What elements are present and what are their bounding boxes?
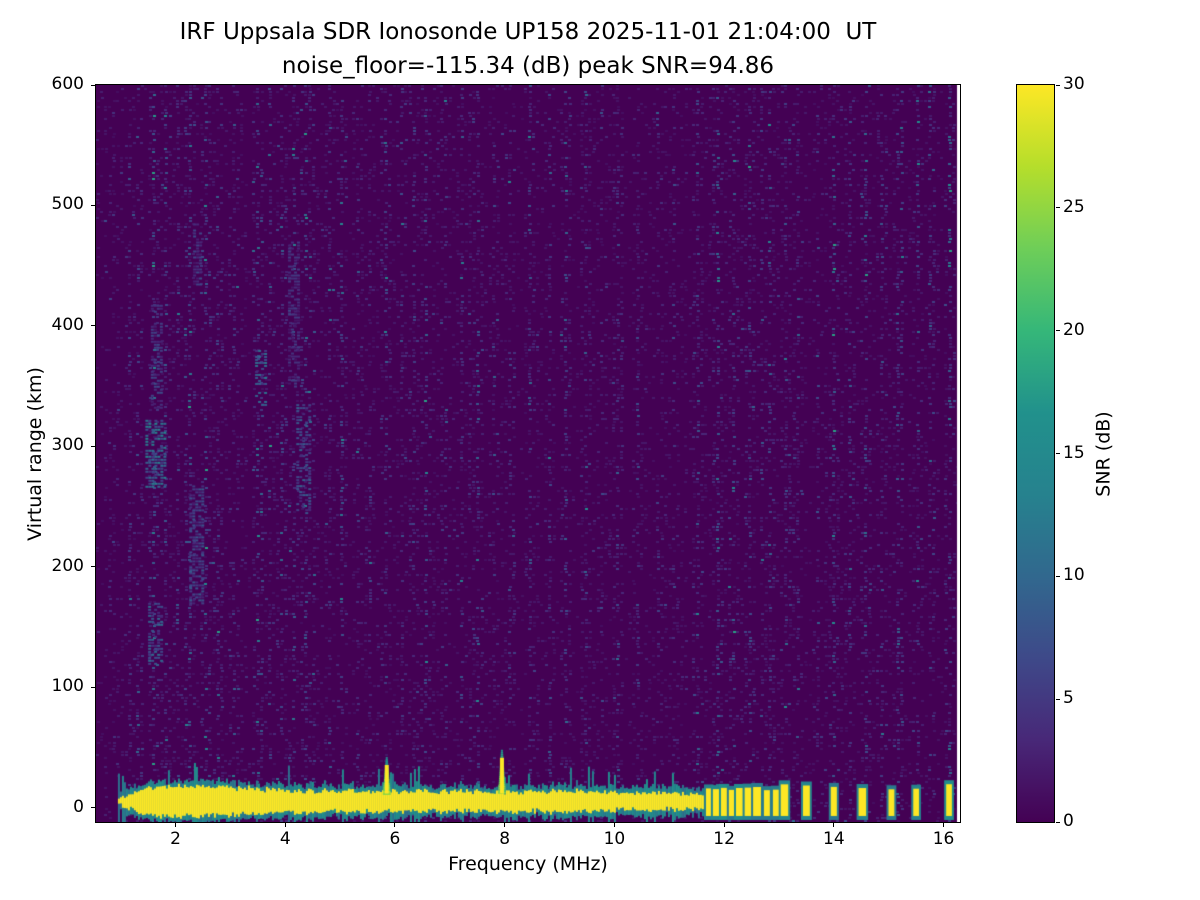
x-axis-label: Frequency (MHz) bbox=[448, 853, 608, 875]
x-tick-mark bbox=[284, 823, 286, 827]
colorbar bbox=[1016, 84, 1055, 823]
y-tick-label: 400 bbox=[51, 314, 84, 335]
y-axis-label: Virtual range (km) bbox=[24, 367, 46, 541]
y-tick-label: 500 bbox=[51, 194, 84, 215]
ionogram-heatmap-canvas bbox=[96, 85, 960, 822]
chart-subtitle: noise_floor=-115.34 (dB) peak SNR=94.86 bbox=[281, 53, 775, 79]
chart-title: IRF Uppsala SDR Ionosonde UP158 2025-11-… bbox=[179, 19, 877, 45]
colorbar-tick-mark bbox=[1056, 821, 1060, 823]
x-tick-mark bbox=[613, 823, 615, 827]
y-tick-mark bbox=[91, 807, 95, 809]
colorbar-tick-mark bbox=[1056, 575, 1060, 577]
y-tick-label: 100 bbox=[51, 676, 84, 697]
colorbar-tick-mark bbox=[1056, 453, 1060, 454]
x-tick-label: 6 bbox=[389, 829, 401, 849]
x-tick-mark bbox=[833, 823, 835, 827]
y-tick-mark bbox=[91, 566, 95, 568]
y-tick-label: 200 bbox=[51, 555, 84, 576]
y-tick-mark bbox=[91, 445, 95, 447]
colorbar-tick-mark bbox=[1056, 207, 1060, 209]
x-tick-mark bbox=[504, 823, 506, 827]
colorbar-tick-mark bbox=[1056, 698, 1060, 700]
y-tick-label: 300 bbox=[51, 435, 84, 456]
y-tick-mark bbox=[91, 84, 95, 86]
x-tick-label: 8 bbox=[499, 829, 511, 849]
x-tick-mark bbox=[943, 823, 945, 827]
x-tick-label: 12 bbox=[713, 829, 735, 849]
plot-area bbox=[95, 84, 961, 823]
x-tick-mark bbox=[175, 823, 177, 827]
x-tick-label: 16 bbox=[932, 829, 955, 849]
colorbar-tick-label: 30 bbox=[1063, 74, 1085, 94]
colorbar-tick-mark bbox=[1056, 84, 1060, 86]
colorbar-tick-label: 15 bbox=[1063, 442, 1085, 463]
x-tick-label: 14 bbox=[823, 829, 845, 849]
colorbar-tick-label: 25 bbox=[1063, 196, 1085, 217]
y-tick-label: 0 bbox=[73, 796, 84, 817]
x-tick-label: 10 bbox=[603, 829, 626, 849]
y-tick-mark bbox=[91, 325, 95, 327]
colorbar-tick-mark bbox=[1056, 330, 1060, 332]
colorbar-tick-label: 10 bbox=[1063, 565, 1085, 586]
y-tick-mark bbox=[91, 204, 95, 206]
colorbar-label: SNR (dB) bbox=[1092, 411, 1115, 497]
colorbar-tick-label: 20 bbox=[1063, 319, 1085, 340]
x-tick-label: 2 bbox=[170, 829, 181, 849]
y-tick-label: 600 bbox=[51, 74, 84, 94]
colorbar-gradient bbox=[1017, 85, 1054, 822]
colorbar-tick-label: 0 bbox=[1063, 811, 1074, 831]
colorbar-tick-label: 5 bbox=[1063, 688, 1074, 709]
x-tick-mark bbox=[394, 823, 396, 827]
x-tick-label: 4 bbox=[279, 829, 291, 849]
y-tick-mark bbox=[91, 686, 95, 688]
x-tick-mark bbox=[723, 823, 725, 827]
